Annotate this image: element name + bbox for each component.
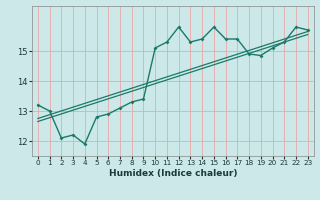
X-axis label: Humidex (Indice chaleur): Humidex (Indice chaleur) <box>108 169 237 178</box>
